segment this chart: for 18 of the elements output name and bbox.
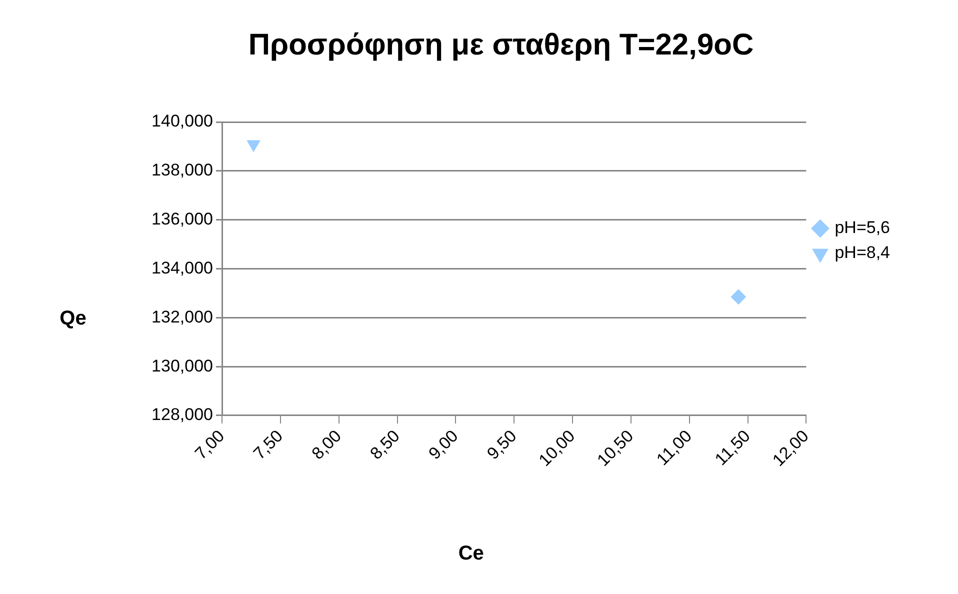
- legend-label: pH=5,6: [834, 218, 890, 238]
- y-axis-title: Qe: [60, 307, 86, 330]
- y-tick-label: 138,000: [152, 160, 213, 180]
- x-axis-title: Ce: [458, 542, 484, 565]
- x-tick-label: 7,50: [250, 426, 287, 464]
- x-tick-label: 9,00: [424, 426, 462, 464]
- y-tick-label: 132,000: [152, 307, 213, 326]
- x-tick-label: 8,50: [366, 426, 404, 464]
- legend-label: pH=8,4: [834, 243, 890, 262]
- y-tick-label: 136,000: [152, 210, 213, 229]
- x-tick-label: 7,00: [191, 426, 228, 464]
- chart-title: Προσρόφηση με σταθερη T=22,9oC: [248, 28, 754, 62]
- x-tick-label: 9,50: [483, 426, 520, 464]
- x-tick-label: 8,00: [308, 426, 345, 464]
- y-tick-label: 134,000: [152, 258, 213, 278]
- y-tick-label: 128,000: [152, 405, 213, 424]
- y-tick-label: 130,000: [152, 356, 213, 376]
- y-tick-label: 140,000: [152, 112, 213, 131]
